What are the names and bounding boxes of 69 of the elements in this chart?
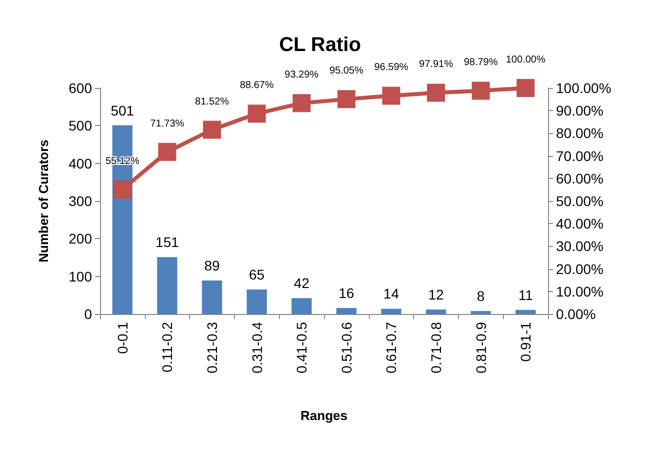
data-label: 89 <box>204 257 220 274</box>
y2-tick-label: 30.00% <box>556 238 604 254</box>
data-label: 16 <box>338 284 354 301</box>
data-label: 151 <box>156 234 180 250</box>
x-tick-label: 0.21-0.3 <box>204 322 220 374</box>
bar <box>157 257 178 314</box>
y2-tick-label: 20.00% <box>556 260 604 277</box>
point <box>203 120 221 139</box>
data-label: 71.73% <box>150 118 184 130</box>
y2-tick-label: 0.00% <box>556 306 596 322</box>
y2-tick-label: 90.00% <box>556 102 604 119</box>
x-tick-label: 0.41-0.5 <box>294 322 310 374</box>
bar <box>292 298 312 314</box>
data-label: 11 <box>518 286 534 303</box>
x-tick-label: 0.71-0.8 <box>428 322 444 374</box>
point <box>427 84 445 102</box>
point <box>472 82 490 100</box>
bar <box>426 309 446 314</box>
data-label: 88.67% <box>240 80 274 92</box>
x-tick-label: 0.81-0.9 <box>472 322 489 374</box>
data-label: 65 <box>249 266 265 283</box>
data-label: 98.79% <box>464 57 498 68</box>
x-axis-title: Ranges <box>300 408 348 423</box>
y2-tick-label: 40.00% <box>556 216 604 232</box>
bar <box>381 308 402 314</box>
bar <box>246 290 267 314</box>
data-label: 501 <box>110 102 134 118</box>
x-tick-label: 0-0.1 <box>114 322 130 354</box>
y2-tick-label: 100.00% <box>556 80 612 96</box>
y2-tick-label: 70.00% <box>556 148 604 164</box>
point <box>292 94 311 112</box>
data-label: 12 <box>428 286 444 302</box>
y2-tick-label: 80.00% <box>556 125 604 142</box>
data-label: 81.52% <box>195 96 230 108</box>
x-tick-label: 0.51-0.6 <box>338 322 354 374</box>
y-tick-label: 0 <box>84 306 92 322</box>
data-label: 14 <box>383 286 400 302</box>
bar <box>336 308 356 314</box>
point <box>113 180 132 198</box>
x-tick-label: 0.61-0.7 <box>383 322 400 374</box>
data-label: 42 <box>294 275 310 292</box>
y2-tick-label: 50.00% <box>556 193 604 209</box>
data-label: 100.00% <box>506 54 546 66</box>
bar <box>516 310 536 314</box>
point <box>337 90 356 108</box>
point <box>248 104 266 123</box>
data-label: 95.05% <box>329 66 364 77</box>
x-tick-label: 0.91-1 <box>518 322 534 362</box>
y-tick-label: 500 <box>68 118 92 134</box>
y-tick-label: 400 <box>68 155 92 172</box>
bar <box>202 280 222 314</box>
data-label: 8 <box>476 288 485 304</box>
y-axis-title: Number of Curators <box>36 140 51 262</box>
x-tick-label: 0.31-0.4 <box>248 322 265 374</box>
data-label: 97.91% <box>419 59 454 70</box>
y2-tick-label: 60.00% <box>556 170 604 186</box>
point <box>158 142 176 161</box>
y-tick-label: 200 <box>68 230 92 247</box>
data-label: 93.29% <box>284 70 319 81</box>
y-tick-label: 600 <box>68 80 92 96</box>
point <box>516 79 535 97</box>
x-tick-label: 0.11-0.2 <box>159 322 176 372</box>
data-label: 96.59% <box>374 62 408 74</box>
y-tick-label: 100 <box>68 268 92 284</box>
bar <box>470 310 491 314</box>
y-tick-label: 300 <box>68 193 92 209</box>
chart-title: CL Ratio <box>279 34 361 56</box>
y2-tick-label: 10.00% <box>556 283 604 300</box>
point <box>382 86 400 105</box>
